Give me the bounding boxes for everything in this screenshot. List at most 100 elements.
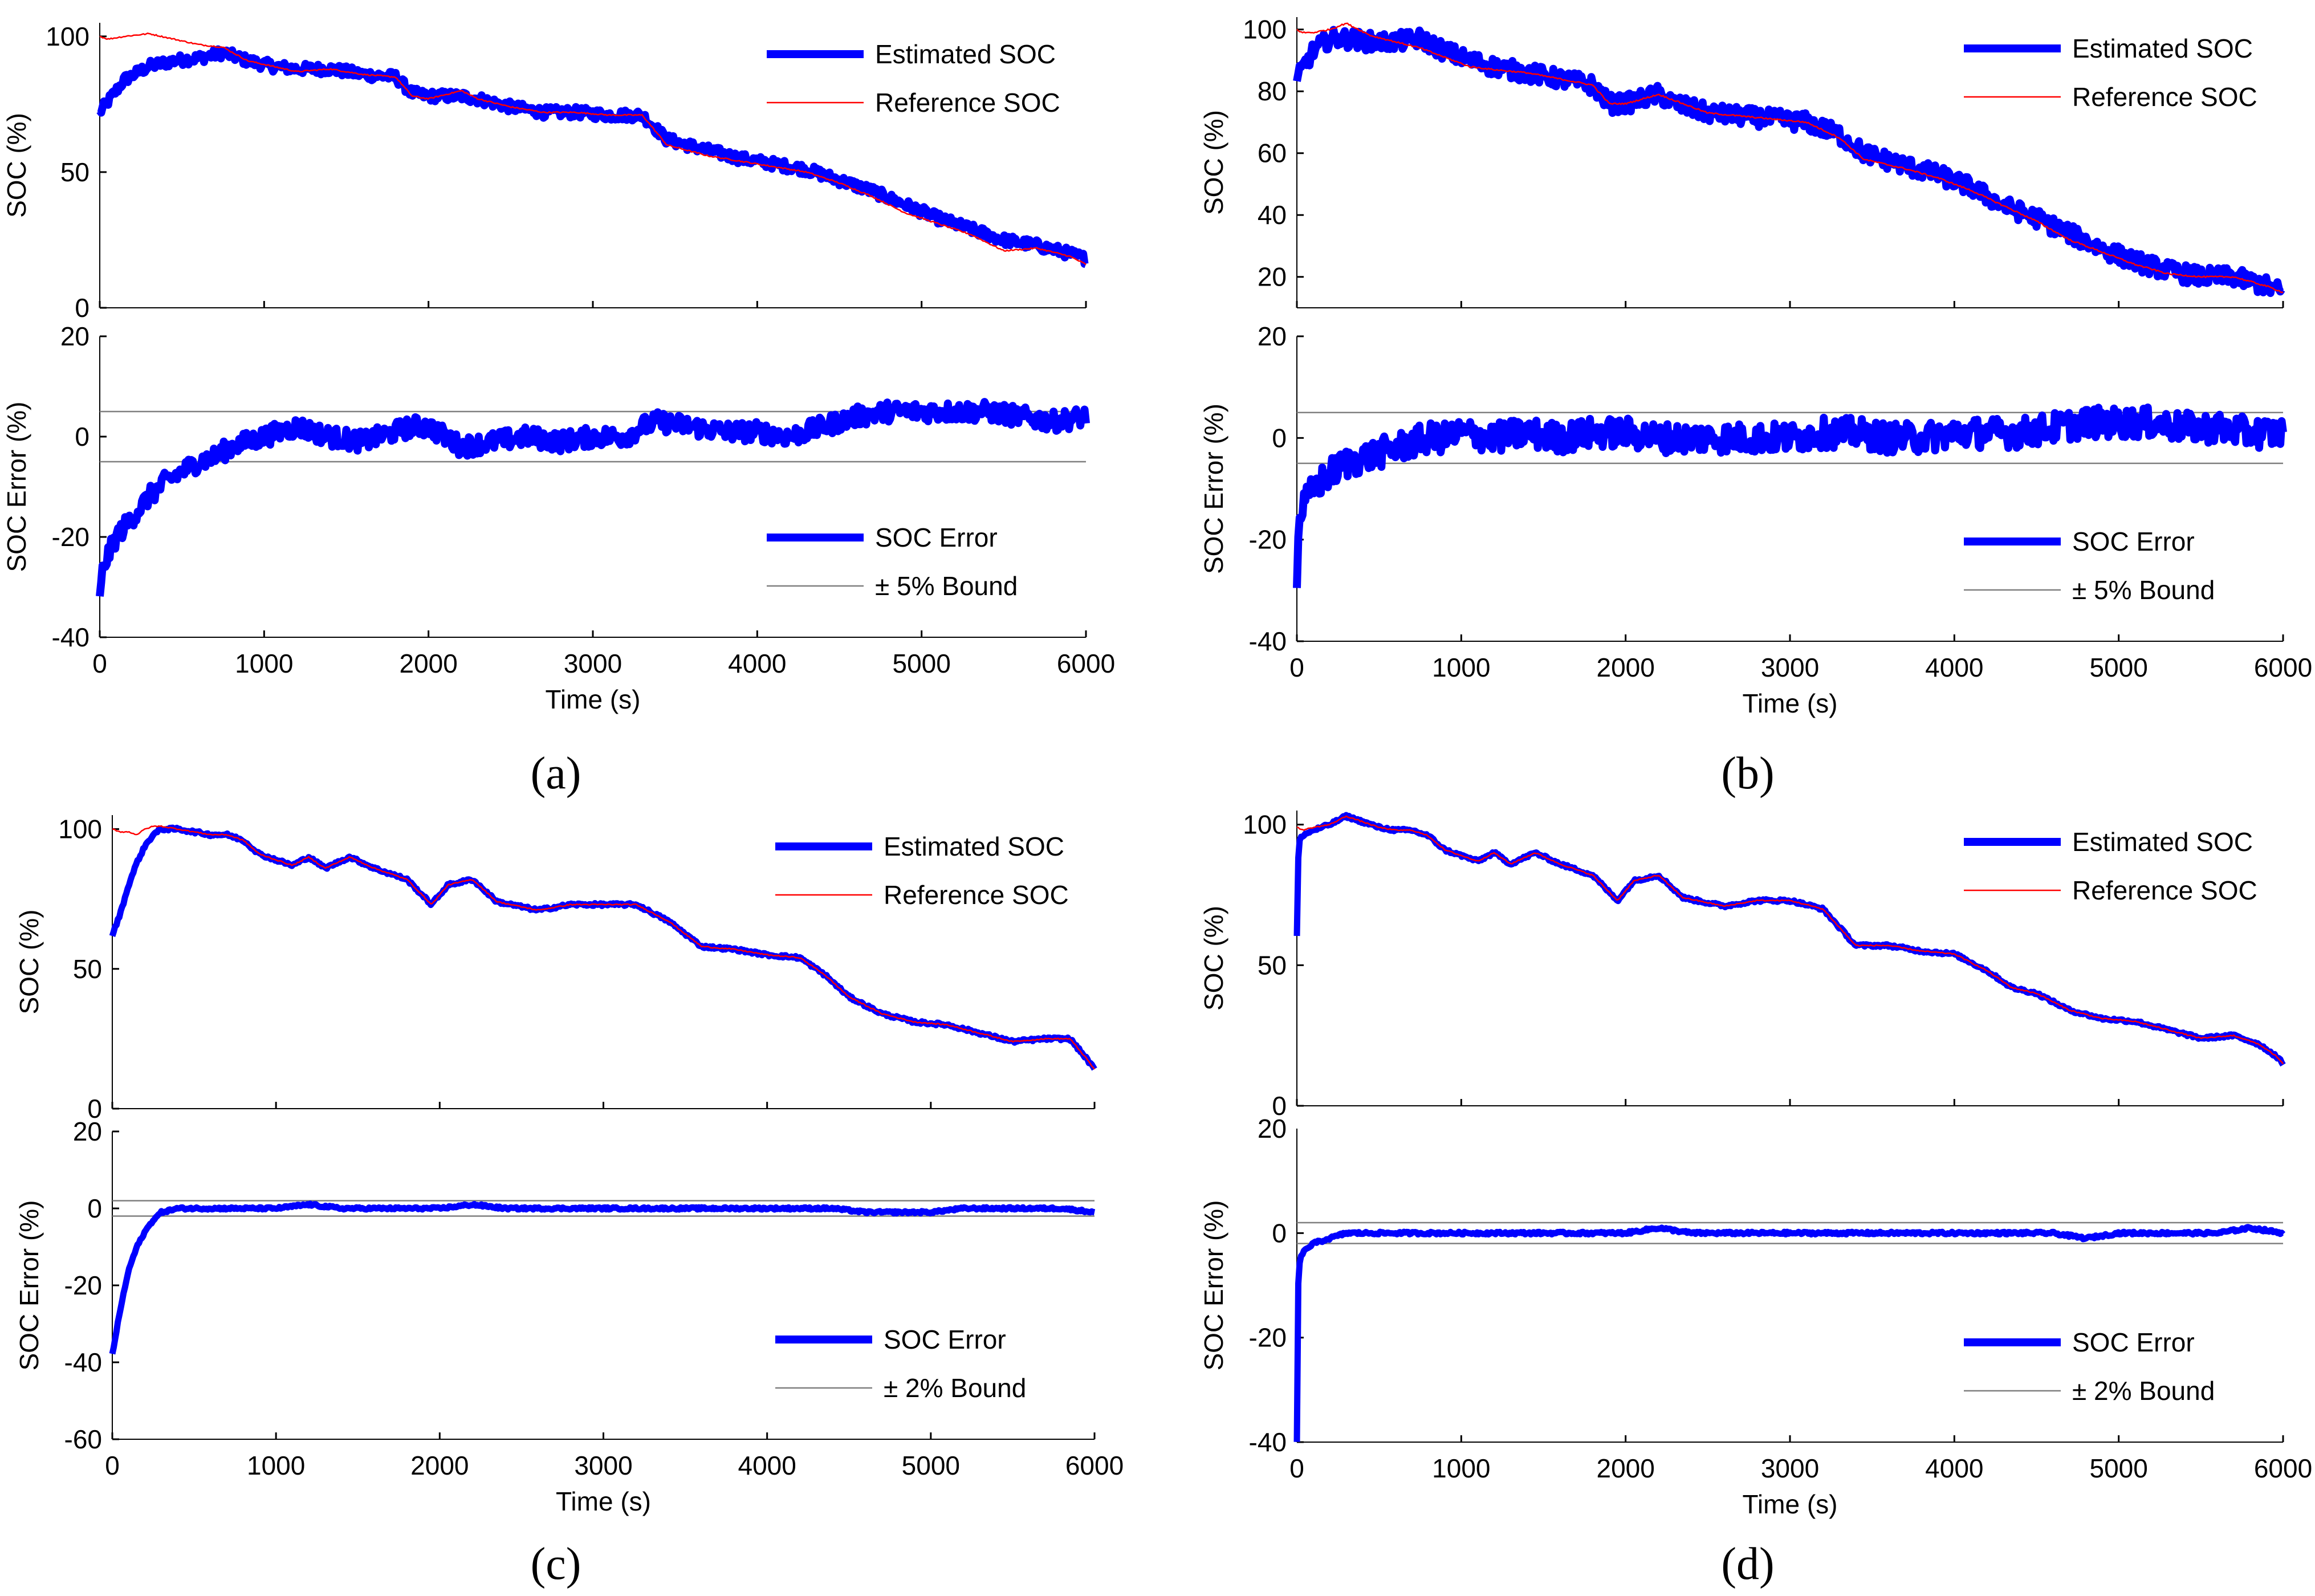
a-soc-ylabel: SOC (%): [2, 113, 31, 218]
d-error-xtick-label-0: 0: [1289, 1453, 1304, 1483]
a-error-xtick-label-2: 2000: [399, 649, 457, 678]
a-error-ytick-label-1: -20: [52, 522, 89, 552]
c-error-ytick-label-2: -20: [64, 1271, 102, 1300]
a-error-xtick-label-4: 4000: [728, 649, 786, 678]
c-soc-legend-label-0: Estimated SOC: [884, 832, 1064, 861]
a-soc-legend-label-1: Reference SOC: [875, 88, 1060, 117]
c-error-ytick-label-4: 20: [73, 1117, 102, 1146]
a-error-legend-label-0: SOC Error: [875, 523, 998, 552]
c-error-series-estimated: [109, 1200, 1096, 1355]
b-soc-ytick-label-1: 40: [1258, 200, 1287, 230]
d-error-xtick-label-1: 1000: [1432, 1453, 1490, 1483]
a-soc-ytick-label-2: 100: [46, 22, 89, 51]
d-error-legend-label-1: ± 2% Bound: [2072, 1376, 2215, 1406]
c-soc-ytick-label-2: 100: [58, 815, 102, 844]
d-error-xtick-label-5: 5000: [2089, 1453, 2147, 1483]
d-error-xtick-label-4: 4000: [1925, 1453, 1983, 1483]
d-error-xtick-label-3: 3000: [1761, 1453, 1819, 1483]
c-error-xlabel: Time (s): [556, 1487, 651, 1516]
c-soc-legend-label-1: Reference SOC: [884, 880, 1069, 910]
c-error-legend-label-1: ± 2% Bound: [884, 1373, 1026, 1403]
d-error-legend-label-0: SOC Error: [2072, 1328, 2195, 1357]
b-error-xlabel: Time (s): [1743, 689, 1838, 718]
d-error-ytick-extra-label-0: 20: [1258, 1114, 1287, 1143]
a-error-ylabel: SOC Error (%): [2, 402, 31, 572]
b-error-ytick-label-2: 0: [1272, 423, 1287, 453]
a-soc-series-estimated: [96, 45, 1089, 268]
panel-label-b: (b): [1721, 748, 1774, 799]
d-soc-ytick-label-2: 100: [1243, 810, 1287, 840]
a-error-ytick-label-2: 0: [75, 422, 89, 451]
a-soc-ytick-label-1: 50: [60, 157, 89, 187]
c-soc-series-reference: [112, 825, 1095, 1070]
a-soc-ytick-label-0: 0: [75, 293, 89, 323]
c-soc-ytick-label-0: 0: [87, 1094, 102, 1123]
b-error-xtick-label-1: 1000: [1432, 653, 1490, 682]
c-soc-series-estimated: [109, 824, 1097, 1071]
d-soc-legend-label-1: Reference SOC: [2072, 876, 2257, 905]
b-error-legend-label-0: SOC Error: [2072, 527, 2195, 556]
d-soc-legend-label-0: Estimated SOC: [2072, 827, 2253, 857]
b-error-xtick-label-5: 5000: [2089, 653, 2147, 682]
b-soc-legend-label-1: Reference SOC: [2072, 82, 2257, 112]
a-error-legend-label-1: ± 5% Bound: [875, 571, 1018, 601]
b-soc-ytick-label-2: 60: [1258, 139, 1287, 168]
a-error-ytick-label-3: 20: [60, 321, 89, 351]
panel-label-c: (c): [531, 1539, 581, 1589]
c-error-xtick-label-6: 6000: [1065, 1451, 1124, 1480]
c-error-ylabel: SOC Error (%): [14, 1200, 44, 1371]
b-error-legend-label-1: ± 5% Bound: [2072, 575, 2215, 605]
d-error-ytick-label-1: -20: [1249, 1323, 1287, 1353]
b-error-xtick-label-6: 6000: [2254, 653, 2312, 682]
d-error-xtick-label-6: 6000: [2254, 1453, 2312, 1483]
c-error-ytick-label-1: -40: [64, 1347, 102, 1377]
d-error-xlabel: Time (s): [1743, 1489, 1838, 1519]
c-error-ytick-label-3: 0: [87, 1194, 102, 1223]
c-soc-ylabel: SOC (%): [14, 910, 44, 1015]
d-error-ytick-label-0: -40: [1249, 1427, 1287, 1457]
c-error-xtick-label-4: 4000: [738, 1451, 796, 1480]
c-error-legend-label-0: SOC Error: [884, 1325, 1006, 1354]
b-error-series-estimated: [1293, 403, 2287, 588]
d-soc-ytick-label-1: 50: [1258, 950, 1287, 980]
b-soc-series-estimated: [1293, 26, 2286, 298]
b-error-xtick-label-3: 3000: [1761, 653, 1819, 682]
b-soc-ytick-label-3: 80: [1258, 76, 1287, 106]
c-error-xtick-label-5: 5000: [902, 1451, 960, 1480]
d-error-xtick-label-2: 2000: [1596, 1453, 1654, 1483]
c-error-xtick-label-3: 3000: [574, 1451, 632, 1480]
panel-label-a: (a): [531, 748, 581, 799]
a-error-xtick-label-5: 5000: [892, 649, 950, 678]
panel-label-d: (d): [1721, 1539, 1774, 1589]
a-error-xtick-label-6: 6000: [1057, 649, 1115, 678]
b-error-ytick-label-3: 20: [1258, 321, 1287, 351]
b-soc-ytick-label-0: 20: [1258, 262, 1287, 292]
b-error-ytick-label-0: -40: [1249, 626, 1287, 656]
d-error-ytick-label-2: 0: [1272, 1218, 1287, 1248]
a-error-xtick-label-1: 1000: [235, 649, 293, 678]
b-error-xtick-label-2: 2000: [1596, 653, 1654, 682]
a-error-xlabel: Time (s): [546, 685, 641, 714]
d-soc-ylabel: SOC (%): [1199, 906, 1228, 1011]
b-error-xtick-label-0: 0: [1289, 653, 1304, 682]
a-error-xtick-label-0: 0: [92, 649, 107, 678]
a-error-ytick-label-0: -40: [52, 622, 89, 652]
d-error-ylabel: SOC Error (%): [1199, 1200, 1228, 1371]
d-soc-series-reference: [1296, 815, 2284, 1065]
a-error-xtick-label-3: 3000: [564, 649, 622, 678]
b-soc-series-reference: [1296, 22, 2284, 294]
c-error-xtick-label-1: 1000: [247, 1451, 305, 1480]
a-soc-legend-label-0: Estimated SOC: [875, 39, 1056, 69]
a-soc-series-reference: [99, 32, 1087, 266]
b-soc-ylabel: SOC (%): [1199, 110, 1228, 215]
c-soc-ytick-label-1: 50: [73, 954, 102, 984]
b-error-ylabel: SOC Error (%): [1199, 404, 1228, 574]
d-soc-ytick-label-0: 0: [1272, 1091, 1287, 1121]
c-error-ytick-label-0: -60: [64, 1424, 102, 1454]
b-error-ytick-label-1: -20: [1249, 525, 1287, 555]
a-error-series-estimated: [96, 398, 1090, 597]
c-error-xtick-label-0: 0: [105, 1451, 120, 1480]
c-error-xtick-label-2: 2000: [410, 1451, 469, 1480]
b-soc-legend-label-0: Estimated SOC: [2072, 34, 2253, 63]
